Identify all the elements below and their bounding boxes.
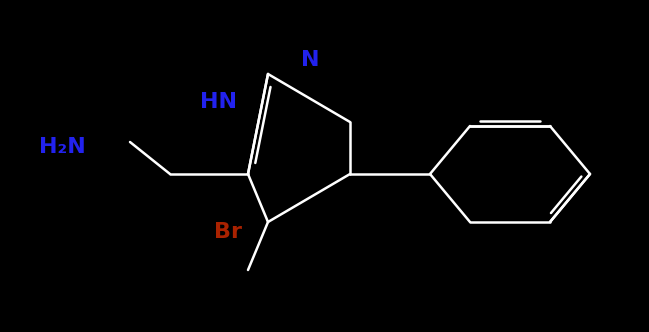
Text: H₂N: H₂N	[39, 137, 86, 157]
Text: Br: Br	[214, 222, 242, 242]
Text: HN: HN	[199, 92, 236, 112]
Text: N: N	[300, 50, 319, 70]
